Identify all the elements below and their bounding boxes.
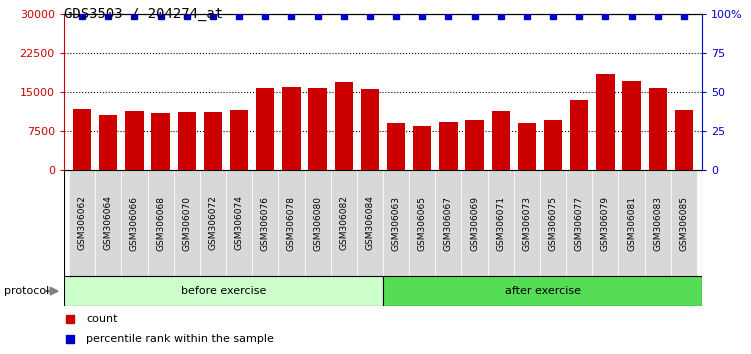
Bar <box>462 170 487 276</box>
Bar <box>596 74 614 170</box>
Text: percentile rank within the sample: percentile rank within the sample <box>86 334 274 344</box>
Bar <box>671 170 697 276</box>
Bar <box>282 87 300 170</box>
Text: GSM306064: GSM306064 <box>104 195 113 251</box>
Bar <box>517 123 536 170</box>
Bar <box>514 170 540 276</box>
Bar <box>436 170 462 276</box>
Bar <box>122 170 147 276</box>
Bar <box>466 120 484 170</box>
Text: GSM306063: GSM306063 <box>391 195 400 251</box>
Bar <box>566 170 593 276</box>
Bar <box>95 170 122 276</box>
Bar <box>387 123 406 170</box>
Bar <box>409 170 436 276</box>
Bar <box>649 88 667 170</box>
Bar <box>230 110 249 170</box>
Text: GSM306076: GSM306076 <box>261 195 270 251</box>
Text: before exercise: before exercise <box>181 286 266 296</box>
Text: GSM306084: GSM306084 <box>366 195 375 251</box>
Bar <box>125 111 143 170</box>
Text: GSM306069: GSM306069 <box>470 195 479 251</box>
Text: GSM306074: GSM306074 <box>234 195 243 251</box>
Bar <box>178 112 196 170</box>
Bar <box>383 170 409 276</box>
Bar <box>330 170 357 276</box>
Bar <box>360 89 379 170</box>
Bar <box>674 110 693 170</box>
Bar <box>357 170 383 276</box>
Bar <box>593 170 619 276</box>
Text: GSM306081: GSM306081 <box>627 195 636 251</box>
Bar <box>544 120 562 170</box>
Bar <box>439 122 457 170</box>
Text: protocol: protocol <box>4 286 49 296</box>
Text: GSM306071: GSM306071 <box>496 195 505 251</box>
Text: GDS3503 / 204274_at: GDS3503 / 204274_at <box>64 7 223 21</box>
Bar <box>252 170 279 276</box>
Bar <box>540 170 566 276</box>
Bar <box>570 100 588 170</box>
Bar <box>335 82 353 170</box>
Text: GSM306073: GSM306073 <box>523 195 532 251</box>
Bar <box>173 170 200 276</box>
Bar <box>644 170 671 276</box>
Bar <box>226 170 252 276</box>
Text: GSM306062: GSM306062 <box>77 195 86 251</box>
Bar <box>256 88 274 170</box>
Text: GSM306082: GSM306082 <box>339 195 348 251</box>
Text: GSM306070: GSM306070 <box>182 195 192 251</box>
Text: after exercise: after exercise <box>505 286 581 296</box>
Bar <box>69 170 95 276</box>
Bar <box>64 276 383 306</box>
Text: GSM306065: GSM306065 <box>418 195 427 251</box>
Bar <box>623 81 641 170</box>
Text: count: count <box>86 314 118 324</box>
Text: GSM306083: GSM306083 <box>653 195 662 251</box>
Bar <box>309 88 327 170</box>
Bar <box>487 170 514 276</box>
Bar <box>99 115 117 170</box>
Text: GSM306072: GSM306072 <box>209 195 218 251</box>
Bar <box>279 170 304 276</box>
Bar <box>304 170 330 276</box>
Bar <box>73 109 92 170</box>
Text: GSM306067: GSM306067 <box>444 195 453 251</box>
Bar <box>383 276 702 306</box>
Bar <box>413 126 431 170</box>
Text: GSM306085: GSM306085 <box>680 195 689 251</box>
Text: GSM306079: GSM306079 <box>601 195 610 251</box>
Text: GSM306077: GSM306077 <box>575 195 584 251</box>
Text: GSM306066: GSM306066 <box>130 195 139 251</box>
Text: GSM306075: GSM306075 <box>548 195 557 251</box>
Bar <box>204 112 222 170</box>
Bar <box>492 111 510 170</box>
Bar <box>152 113 170 170</box>
Bar <box>200 170 226 276</box>
Text: GSM306080: GSM306080 <box>313 195 322 251</box>
Bar <box>619 170 644 276</box>
Text: GSM306068: GSM306068 <box>156 195 165 251</box>
Text: GSM306078: GSM306078 <box>287 195 296 251</box>
Bar <box>147 170 173 276</box>
